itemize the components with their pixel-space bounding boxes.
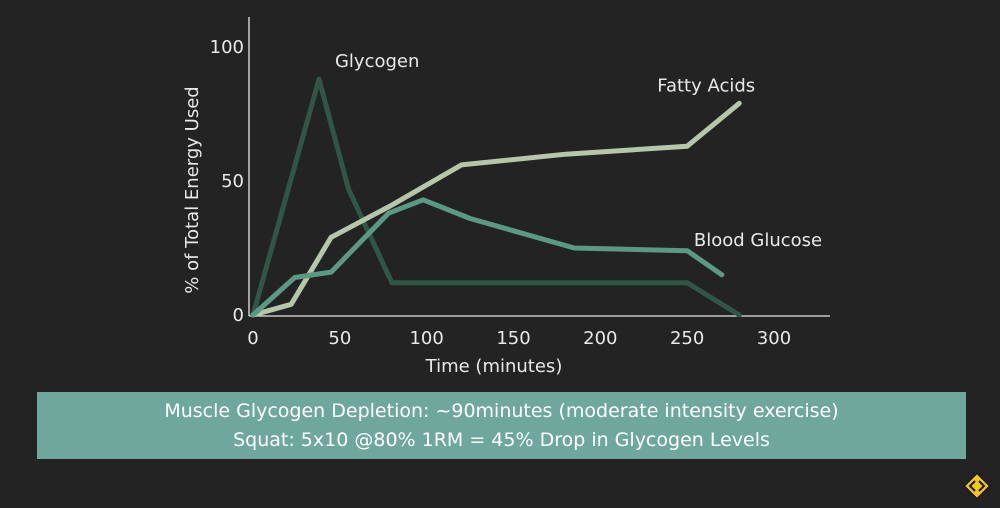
x-tick-label: 150	[496, 328, 530, 349]
x-axis-title: Time (minutes)	[425, 356, 563, 377]
series-line-fatty-acids	[250, 100, 742, 318]
banner-line-1: Muscle Glycogen Depletion: ~90minutes (m…	[164, 399, 839, 422]
x-tick-label: 100	[409, 328, 443, 349]
chart-series-labels: Glycogen Fatty Acids Blood Glucose	[335, 51, 822, 251]
y-tick-label: 100	[210, 37, 244, 58]
banner-line-2: Squat: 5x10 @80% 1RM = 45% Drop in Glyco…	[233, 428, 770, 451]
series-label-fatty-acids: Fatty Acids	[657, 75, 755, 96]
x-tick-label: 300	[757, 328, 791, 349]
y-tick-label: 50	[221, 171, 244, 192]
y-tick-label: 0	[233, 305, 244, 326]
x-tick-label: 50	[328, 328, 351, 349]
x-tick-label: 0	[247, 328, 258, 349]
series-label-glycogen: Glycogen	[335, 51, 419, 72]
chart-axes	[248, 17, 830, 317]
x-tick-label: 250	[670, 328, 704, 349]
chart-series	[250, 76, 742, 318]
info-banner: Muscle Glycogen Depletion: ~90minutes (m…	[37, 392, 966, 459]
series-line-blood-glucose	[250, 197, 725, 318]
series-line-glycogen	[250, 76, 742, 318]
line-chart: 0 50 100 150 200 250 300 0 50 100 Glycogen Fatty A…	[182, 17, 830, 377]
diamond-arrows-logo-icon	[963, 472, 991, 500]
y-axis-title: % of Total Energy Used	[182, 86, 203, 293]
x-tick-label: 200	[583, 328, 617, 349]
series-label-blood-glucose: Blood Glucose	[694, 230, 822, 251]
chart-ticks: 0 50 100 150 200 250 300 0 50 100	[210, 37, 792, 349]
